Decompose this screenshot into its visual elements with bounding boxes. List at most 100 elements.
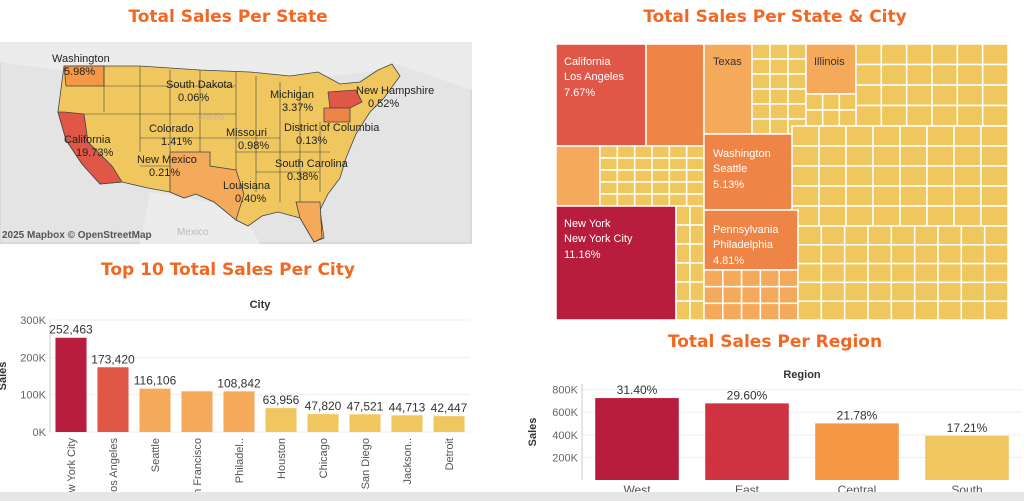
treemap-tile[interactable] bbox=[937, 300, 963, 321]
treemap-tile[interactable] bbox=[769, 88, 789, 105]
treemap-tile[interactable] bbox=[983, 244, 1009, 265]
treemap-tile[interactable] bbox=[905, 63, 933, 86]
treemap-tile[interactable] bbox=[913, 300, 939, 321]
treemap-tile[interactable] bbox=[751, 103, 771, 120]
treemap-tile[interactable] bbox=[913, 262, 939, 284]
treemap-tile[interactable] bbox=[818, 205, 847, 227]
treemap-tile[interactable] bbox=[867, 244, 893, 265]
treemap-tile[interactable] bbox=[685, 145, 705, 159]
treemap-tile[interactable] bbox=[843, 281, 869, 302]
treemap-tile[interactable] bbox=[616, 145, 636, 159]
treemap-tile[interactable] bbox=[769, 43, 789, 60]
treemap-tile[interactable] bbox=[685, 193, 705, 207]
treemap-tile[interactable] bbox=[555, 145, 601, 207]
treemap-tile[interactable] bbox=[797, 281, 823, 302]
treemap-tile[interactable] bbox=[668, 145, 688, 159]
treemap-tile[interactable] bbox=[797, 225, 823, 246]
treemap-tile[interactable] bbox=[980, 145, 1009, 167]
treemap-tile[interactable] bbox=[675, 224, 691, 245]
treemap-tile[interactable] bbox=[751, 73, 771, 90]
treemap-tile[interactable] bbox=[769, 118, 789, 135]
treemap-tile[interactable] bbox=[778, 285, 799, 305]
treemap-tile[interactable] bbox=[905, 104, 933, 127]
treemap-tile[interactable] bbox=[599, 181, 619, 195]
treemap-tile[interactable] bbox=[872, 165, 901, 187]
treemap-tile[interactable] bbox=[791, 165, 820, 187]
treemap-tile[interactable] bbox=[899, 165, 928, 187]
treemap-tile[interactable] bbox=[953, 145, 982, 167]
treemap-tile[interactable] bbox=[722, 302, 743, 321]
treemap-tile[interactable] bbox=[778, 302, 799, 321]
treemap-tile[interactable] bbox=[983, 262, 1009, 284]
bar[interactable] bbox=[391, 415, 423, 432]
treemap-tile[interactable] bbox=[759, 285, 780, 305]
treemap-tile[interactable] bbox=[668, 181, 688, 195]
treemap-tile[interactable] bbox=[956, 104, 984, 127]
treemap-tile[interactable] bbox=[791, 185, 820, 207]
treemap-tile[interactable] bbox=[689, 281, 705, 302]
treemap-tile[interactable] bbox=[616, 181, 636, 195]
treemap-tile[interactable] bbox=[890, 281, 916, 302]
treemap-tile[interactable] bbox=[668, 169, 688, 183]
treemap-tile[interactable] bbox=[980, 205, 1009, 227]
treemap-tile[interactable] bbox=[616, 157, 636, 171]
treemap-tile[interactable] bbox=[855, 63, 883, 86]
treemap-tile[interactable] bbox=[953, 185, 982, 207]
treemap-tile[interactable] bbox=[890, 262, 916, 284]
treemap-tile[interactable] bbox=[820, 281, 846, 302]
treemap-tile[interactable] bbox=[899, 125, 928, 147]
treemap-tile[interactable] bbox=[983, 300, 1009, 321]
bar[interactable] bbox=[705, 403, 789, 480]
treemap-tile[interactable] bbox=[899, 205, 928, 227]
treemap-tile[interactable] bbox=[769, 73, 789, 90]
bar[interactable] bbox=[925, 435, 1009, 480]
city-bar-chart[interactable]: City Sales 0K 100K 200K 300K 252,463 New York C… bbox=[0, 290, 472, 501]
state-map[interactable]: Mexico United 2025 Mapbox © OpenStreetMa… bbox=[0, 41, 472, 244]
treemap-tile[interactable] bbox=[872, 125, 901, 147]
treemap-tile[interactable] bbox=[867, 225, 893, 246]
treemap-tile[interactable] bbox=[703, 285, 724, 305]
treemap-tile[interactable] bbox=[778, 269, 799, 288]
bar[interactable] bbox=[97, 367, 129, 432]
treemap-tile[interactable] bbox=[616, 169, 636, 183]
treemap-tile[interactable] bbox=[599, 157, 619, 171]
treemap-tile[interactable] bbox=[797, 300, 823, 321]
treemap-tile[interactable] bbox=[981, 43, 1009, 66]
treemap-tile[interactable] bbox=[820, 300, 846, 321]
treemap-tile[interactable] bbox=[983, 281, 1009, 302]
treemap-tile[interactable] bbox=[703, 269, 724, 288]
treemap-tile[interactable] bbox=[931, 63, 959, 86]
bar[interactable] bbox=[433, 416, 465, 432]
treemap-tile[interactable] bbox=[797, 262, 823, 284]
treemap-tile[interactable] bbox=[838, 109, 857, 127]
treemap-tile[interactable] bbox=[845, 125, 874, 147]
treemap-tile[interactable] bbox=[913, 281, 939, 302]
bar[interactable] bbox=[55, 337, 87, 432]
bar[interactable] bbox=[349, 414, 381, 432]
treemap-tile[interactable] bbox=[633, 193, 653, 207]
treemap-tile[interactable] bbox=[981, 104, 1009, 127]
treemap-tile[interactable] bbox=[675, 281, 691, 302]
treemap-tile[interactable] bbox=[633, 181, 653, 195]
treemap-tile[interactable] bbox=[599, 145, 619, 159]
treemap-tile[interactable] bbox=[818, 145, 847, 167]
bar[interactable] bbox=[223, 391, 255, 432]
treemap-tile[interactable] bbox=[953, 125, 982, 147]
treemap-tile[interactable] bbox=[890, 300, 916, 321]
treemap-tile[interactable] bbox=[937, 244, 963, 265]
treemap-tile[interactable] bbox=[880, 63, 908, 86]
treemap-tile[interactable] bbox=[791, 125, 820, 147]
treemap-tile[interactable] bbox=[787, 58, 807, 75]
treemap-tile[interactable] bbox=[740, 302, 762, 321]
treemap-tile[interactable] bbox=[956, 84, 984, 107]
treemap-tile[interactable] bbox=[956, 43, 984, 66]
treemap-tile[interactable] bbox=[980, 125, 1009, 147]
treemap-tile[interactable] bbox=[651, 169, 671, 183]
treemap-tile[interactable] bbox=[880, 104, 908, 127]
scrollbar-track[interactable] bbox=[0, 492, 1024, 501]
treemap-tile[interactable] bbox=[845, 165, 874, 187]
treemap-tile[interactable] bbox=[926, 145, 955, 167]
treemap-tile[interactable] bbox=[668, 157, 688, 171]
treemap-tile-illinois[interactable] bbox=[805, 43, 857, 95]
treemap-tile[interactable] bbox=[751, 88, 771, 105]
